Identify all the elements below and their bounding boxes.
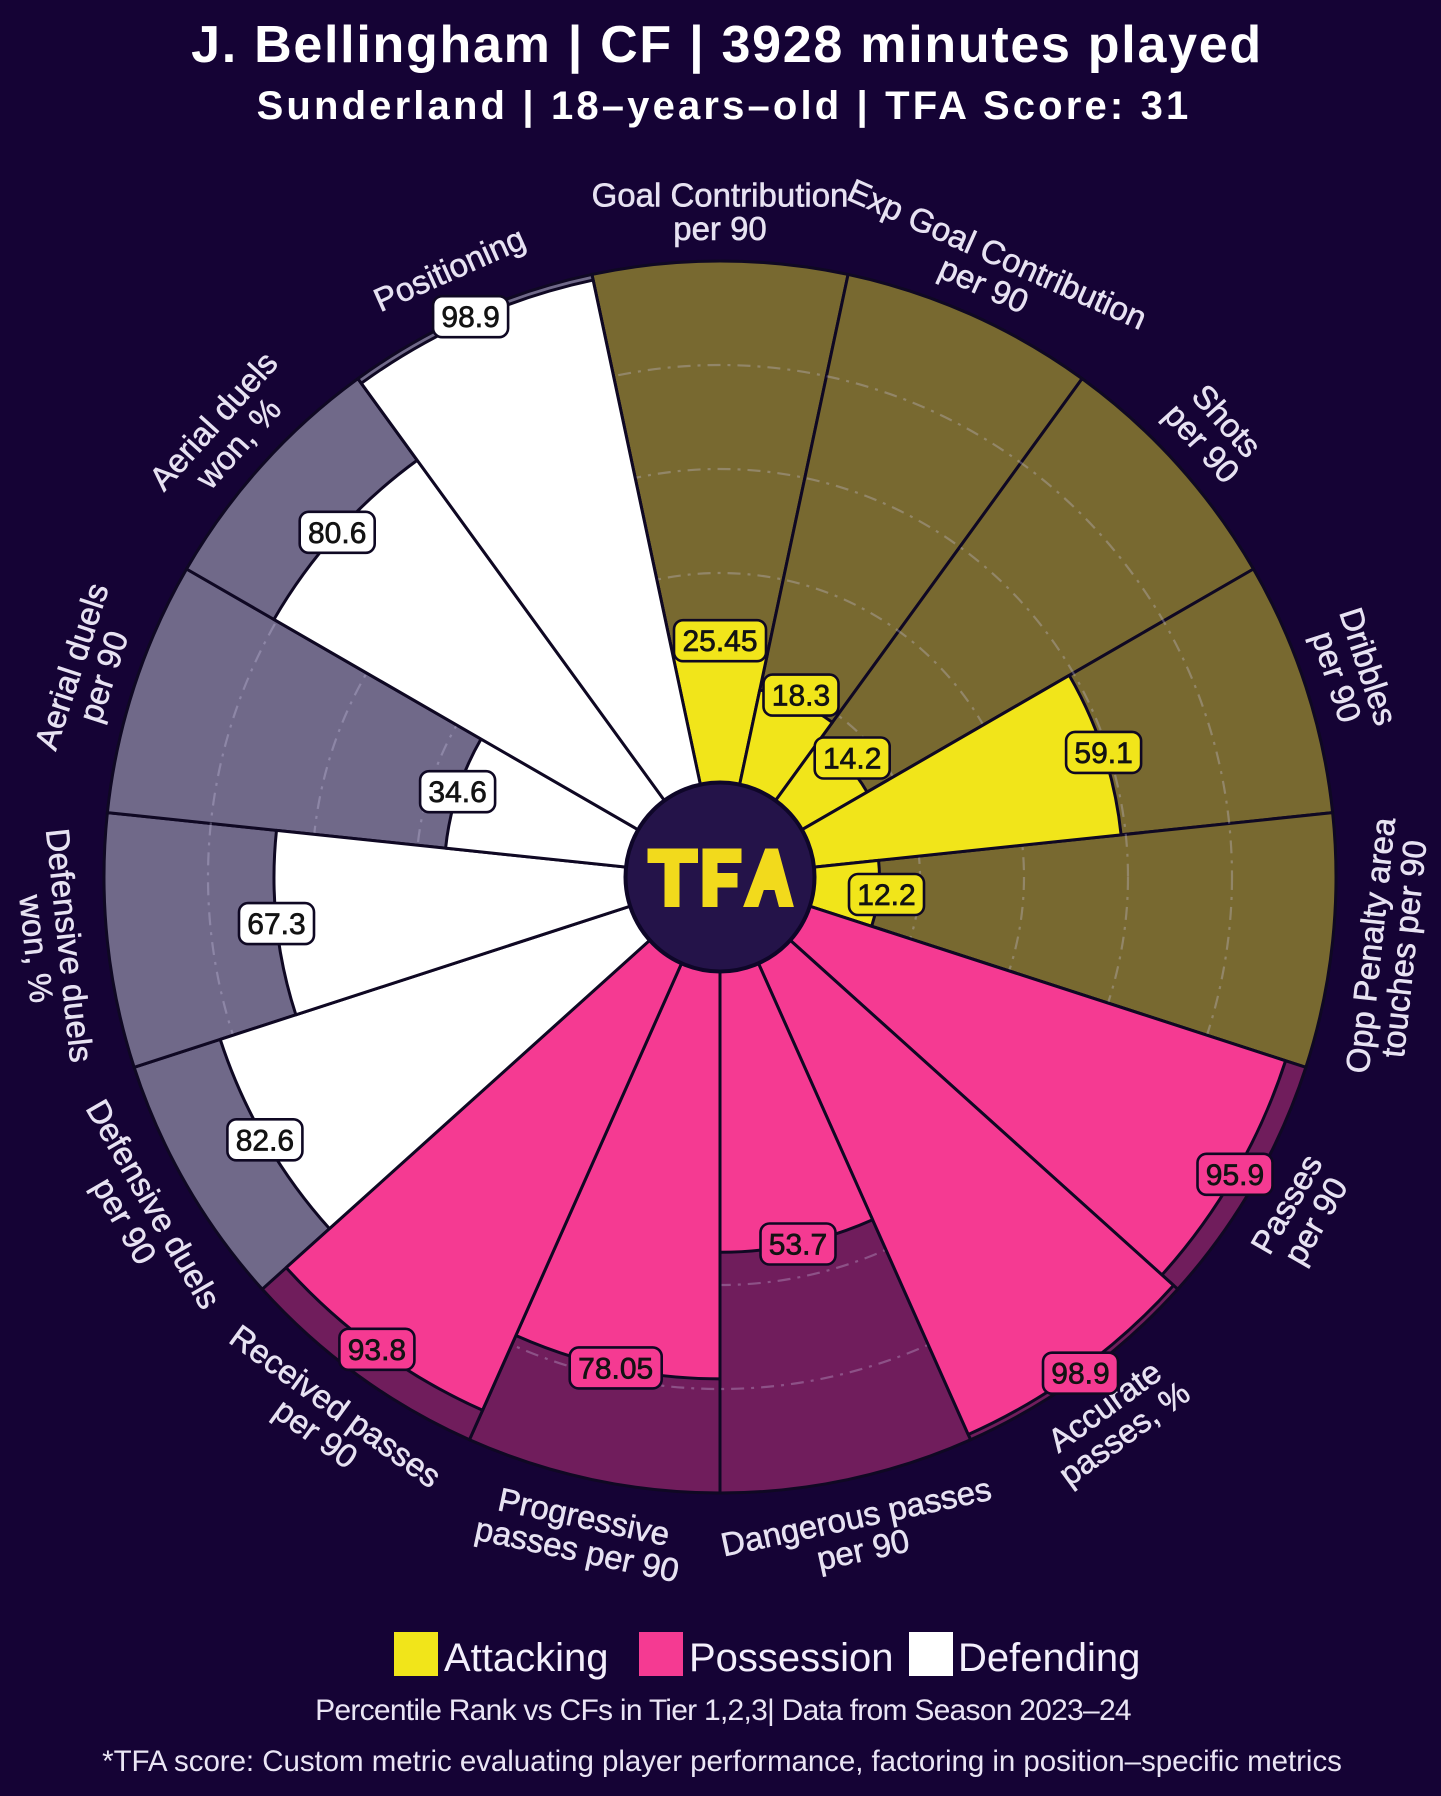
svg-text:95.9: 95.9 [1206, 1159, 1264, 1192]
svg-text:J. Bellingham | CF | 3928 minu: J. Bellingham | CF | 3928 minutes played [191, 16, 1263, 74]
svg-text:18.3: 18.3 [772, 680, 830, 713]
svg-text:Possession: Possession [689, 1636, 894, 1680]
svg-text:Defending: Defending [958, 1636, 1140, 1680]
svg-text:Goal Contributionper 90: Goal Contribution per 90 [592, 177, 849, 248]
svg-text:80.6: 80.6 [308, 517, 366, 550]
svg-text:98.9: 98.9 [1051, 1358, 1109, 1391]
svg-text:12.2: 12.2 [857, 879, 915, 912]
svg-text:59.1: 59.1 [1074, 737, 1132, 770]
svg-text:78.05: 78.05 [578, 1352, 653, 1385]
svg-text:34.6: 34.6 [428, 776, 486, 809]
svg-text:*TFA score: Custom metric eval: *TFA score: Custom metric evaluating pla… [102, 1745, 1342, 1778]
svg-text:93.8: 93.8 [348, 1334, 406, 1367]
svg-text:53.7: 53.7 [769, 1229, 827, 1262]
svg-text:98.9: 98.9 [441, 301, 499, 334]
svg-text:25.45: 25.45 [682, 625, 757, 658]
svg-text:67.3: 67.3 [247, 908, 305, 941]
svg-text:14.2: 14.2 [823, 743, 881, 776]
svg-text:Percentile Rank vs CFs in Tier: Percentile Rank vs CFs in Tier 1,2,3| Da… [315, 1694, 1131, 1727]
svg-text:82.6: 82.6 [236, 1124, 294, 1157]
svg-text:Attacking: Attacking [444, 1636, 609, 1680]
svg-text:Sunderland | 18–years–old | TF: Sunderland | 18–years–old | TFA Score: 3… [257, 84, 1192, 128]
